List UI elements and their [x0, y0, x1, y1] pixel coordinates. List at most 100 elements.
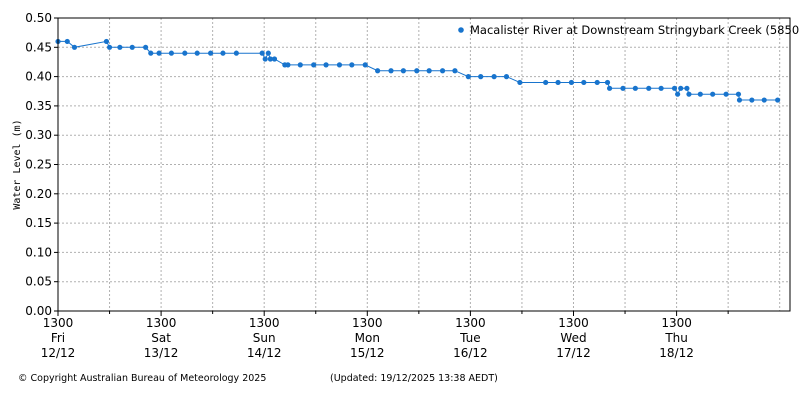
- data-point: [117, 44, 123, 50]
- y-tick-label: 0.10: [25, 245, 52, 259]
- x-tick-label: Sat: [151, 331, 171, 345]
- data-point: [285, 62, 291, 68]
- data-point: [233, 50, 239, 56]
- copyright-text: © Copyright Australian Bureau of Meteoro…: [18, 373, 267, 384]
- y-tick-label: 0.00: [25, 304, 52, 318]
- x-axis: 1300Fri12/121300Sat13/121300Sun14/121300…: [41, 311, 729, 360]
- x-tick-label: 17/12: [556, 346, 591, 360]
- data-point: [220, 50, 226, 56]
- data-point: [465, 74, 471, 80]
- x-tick-label: Mon: [355, 331, 380, 345]
- legend: Macalister River at Downstream Stringyba…: [458, 23, 800, 37]
- data-point: [568, 79, 575, 86]
- data-point: [723, 91, 729, 97]
- data-point: [182, 50, 188, 56]
- data-point: [64, 38, 70, 45]
- data-point: [491, 74, 497, 80]
- data-point: [671, 85, 678, 91]
- x-tick-label: Thu: [664, 331, 688, 345]
- updated-timestamp: (Updated: 19/12/2025 13:38 AEDT): [330, 373, 498, 384]
- x-tick-label: 1300: [661, 316, 692, 330]
- data-point: [710, 91, 716, 97]
- data-point: [106, 44, 113, 50]
- data-point: [426, 68, 432, 74]
- y-tick-label: 0.20: [25, 187, 52, 201]
- y-tick-label: 0.25: [25, 158, 52, 172]
- x-tick-label: 16/12: [453, 346, 488, 360]
- y-tick-label: 0.50: [25, 11, 52, 25]
- data-point: [581, 79, 587, 86]
- data-point: [678, 85, 684, 91]
- data-point: [375, 68, 381, 74]
- data-point: [400, 68, 406, 74]
- y-axis: 0.00 0.05 0.10 0.15 0.20 0.25 0.30 0.35 0.40 0.45…: [25, 11, 58, 318]
- data-point: [388, 68, 394, 74]
- data-point: [267, 56, 273, 62]
- x-tick-label: 14/12: [247, 346, 282, 360]
- data-point: [156, 50, 162, 56]
- data-point: [606, 85, 613, 91]
- y-tick-label: 0.40: [25, 70, 52, 84]
- data-point: [775, 97, 781, 103]
- y-tick-label: 0.35: [25, 99, 52, 113]
- data-point: [362, 62, 368, 68]
- data-point: [684, 85, 690, 91]
- data-point: [262, 56, 268, 62]
- data-point: [620, 85, 626, 91]
- data-point: [265, 50, 271, 56]
- data-point: [632, 85, 638, 91]
- data-point: [503, 74, 510, 80]
- x-tick-label: Wed: [560, 331, 586, 345]
- data-point: [168, 50, 175, 56]
- data-point: [143, 44, 149, 50]
- y-tick-label: 0.30: [25, 128, 52, 142]
- data-point: [194, 50, 200, 56]
- data-point: [735, 91, 742, 97]
- data-point: [736, 97, 743, 103]
- data-point: [517, 79, 523, 86]
- x-tick-label: 1300: [43, 316, 74, 330]
- data-point: [311, 62, 317, 68]
- data-point: [414, 68, 420, 74]
- legend-marker: [458, 27, 464, 33]
- data-point: [336, 62, 343, 68]
- data-point: [646, 85, 652, 91]
- data-point: [71, 44, 78, 50]
- x-tick-label: 1300: [455, 316, 486, 330]
- x-tick-label: 1300: [352, 316, 383, 330]
- plot-area-frame: [57, 17, 791, 312]
- data-point: [452, 68, 458, 74]
- data-point: [207, 50, 214, 56]
- data-point: [478, 74, 484, 80]
- data-point: [148, 50, 154, 56]
- data-point: [675, 91, 681, 97]
- data-point: [761, 97, 767, 103]
- y-tick-label: 0.05: [25, 275, 52, 289]
- data-point: [129, 44, 135, 50]
- data-point: [658, 85, 664, 91]
- data-point: [259, 50, 265, 56]
- x-tick-label: 1300: [146, 316, 177, 330]
- data-point: [543, 79, 549, 86]
- data-point: [439, 68, 446, 74]
- x-tick-label: 12/12: [41, 346, 76, 360]
- data-point: [297, 62, 303, 68]
- y-tick-label: 0.45: [25, 40, 52, 54]
- data-point: [103, 38, 110, 45]
- data-point: [271, 56, 278, 62]
- x-tick-label: 15/12: [350, 346, 385, 360]
- y-axis-label: Water Level (m): [12, 119, 23, 209]
- x-tick-label: Sun: [253, 331, 276, 345]
- x-tick-label: 18/12: [659, 346, 694, 360]
- data-point: [594, 79, 600, 86]
- x-tick-label: 1300: [249, 316, 280, 330]
- x-tick-label: 13/12: [144, 346, 179, 360]
- grid-lines: [58, 18, 790, 311]
- x-tick-label: 1300: [558, 316, 589, 330]
- data-point: [349, 62, 355, 68]
- x-tick-label: Fri: [51, 331, 65, 345]
- data-point: [323, 62, 329, 68]
- legend-label: Macalister River at Downstream Stringyba…: [470, 23, 800, 37]
- data-point: [555, 79, 561, 86]
